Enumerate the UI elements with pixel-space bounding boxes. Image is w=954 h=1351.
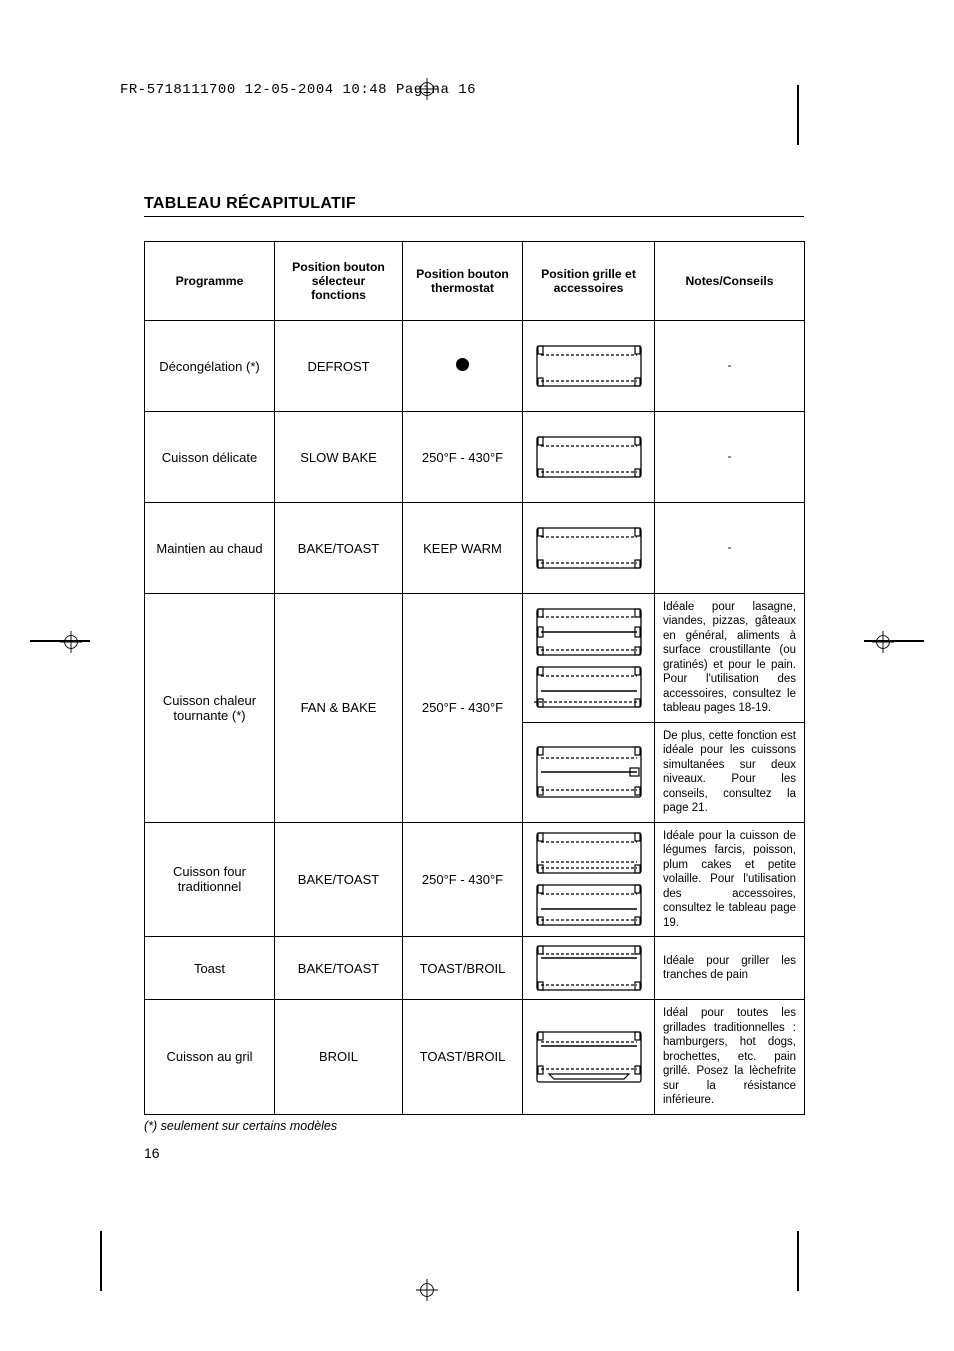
oven-diagram-icon	[534, 943, 644, 993]
page-number: 16	[144, 1145, 804, 1161]
cell-notes: -	[655, 321, 805, 412]
cell-selector: BAKE/TOAST	[275, 503, 403, 594]
table-row: Cuisson délicate SLOW BAKE 250°F - 430°F	[145, 412, 805, 503]
cell-accessory	[523, 1000, 655, 1114]
th-notes: Notes/Conseils	[655, 242, 805, 321]
cell-notes: Idéale pour griller les tranches de pain	[655, 937, 805, 1000]
oven-diagram-icon	[534, 343, 644, 389]
cell-programme: Cuisson chaleur tournante (*)	[145, 594, 275, 823]
registration-mark-icon	[416, 1279, 438, 1301]
table-row: Cuisson chaleur tournante (*) FAN & BAKE…	[145, 594, 805, 723]
table-row: Décongélation (*) DEFROST	[145, 321, 805, 412]
cell-accessory	[523, 722, 655, 822]
cell-programme: Toast	[145, 937, 275, 1000]
cell-notes: Idéale pour la cuisson de légumes farcis…	[655, 822, 805, 936]
oven-diagram-icon	[534, 830, 644, 876]
cell-notes: Idéale pour lasagne, viandes, pizzas, gâ…	[655, 594, 805, 723]
crop-line	[797, 1231, 799, 1291]
crop-line	[100, 1231, 102, 1291]
cell-accessory	[523, 412, 655, 503]
cell-notes: -	[655, 412, 805, 503]
cell-thermostat	[403, 321, 523, 412]
cell-selector: DEFROST	[275, 321, 403, 412]
cell-programme: Cuisson four traditionnel	[145, 822, 275, 936]
th-selector: Position bouton sélecteur fonctions	[275, 242, 403, 321]
section-title: TABLEAU RÉCAPITULATIF	[144, 195, 804, 217]
cell-notes: De plus, cette fonction est idéale pour …	[655, 722, 805, 822]
black-dot-icon	[456, 358, 469, 371]
registration-mark-icon	[872, 631, 894, 653]
cell-accessory	[523, 503, 655, 594]
cell-thermostat: 250°F - 430°F	[403, 412, 523, 503]
table-row: Maintien au chaud BAKE/TOAST KEEP WARM	[145, 503, 805, 594]
cell-programme: Cuisson au gril	[145, 1000, 275, 1114]
cell-thermostat: TOAST/BROIL	[403, 1000, 523, 1114]
cell-programme: Décongélation (*)	[145, 321, 275, 412]
content-area: TABLEAU RÉCAPITULATIF Programme Position…	[144, 195, 804, 1161]
oven-diagram-icon	[534, 434, 644, 480]
crop-line	[797, 85, 799, 145]
cell-thermostat: 250°F - 430°F	[403, 594, 523, 823]
cell-thermostat: TOAST/BROIL	[403, 937, 523, 1000]
cell-notes: -	[655, 503, 805, 594]
table-row: Toast BAKE/TOAST TOAST/BROIL	[145, 937, 805, 1000]
th-thermostat: Position bouton thermostat	[403, 242, 523, 321]
page: FR-5718111700 12-05-2004 10:48 Pagina 16…	[0, 0, 954, 1351]
cell-accessory	[523, 594, 655, 723]
th-grille: Position grille et accessoires	[523, 242, 655, 321]
cell-selector: FAN & BAKE	[275, 594, 403, 823]
table-header-row: Programme Position bouton sélecteur fonc…	[145, 242, 805, 321]
cell-selector: BROIL	[275, 1000, 403, 1114]
cell-programme: Maintien au chaud	[145, 503, 275, 594]
oven-diagram-icon	[534, 664, 644, 710]
oven-diagram-icon	[534, 744, 644, 800]
cell-thermostat: KEEP WARM	[403, 503, 523, 594]
oven-diagram-icon	[534, 606, 644, 658]
table-row: Cuisson four traditionnel BAKE/TOAST 250…	[145, 822, 805, 936]
cell-selector: SLOW BAKE	[275, 412, 403, 503]
oven-diagram-icon	[534, 525, 644, 571]
registration-mark-icon	[60, 631, 82, 653]
cell-programme: Cuisson délicate	[145, 412, 275, 503]
cell-accessory	[523, 822, 655, 936]
table-row: Cuisson au gril BROIL TOAST/BROIL	[145, 1000, 805, 1114]
cell-selector: BAKE/TOAST	[275, 937, 403, 1000]
cell-selector: BAKE/TOAST	[275, 822, 403, 936]
cell-thermostat: 250°F - 430°F	[403, 822, 523, 936]
recap-table: Programme Position bouton sélecteur fonc…	[144, 241, 805, 1115]
cell-notes: Idéal pour toutes les grillades traditio…	[655, 1000, 805, 1114]
cell-accessory	[523, 321, 655, 412]
cell-accessory	[523, 937, 655, 1000]
footnote: (*) seulement sur certains modèles	[144, 1119, 804, 1133]
oven-diagram-icon	[534, 882, 644, 928]
registration-mark-icon	[416, 78, 438, 100]
oven-diagram-icon	[534, 1029, 644, 1085]
th-programme: Programme	[145, 242, 275, 321]
